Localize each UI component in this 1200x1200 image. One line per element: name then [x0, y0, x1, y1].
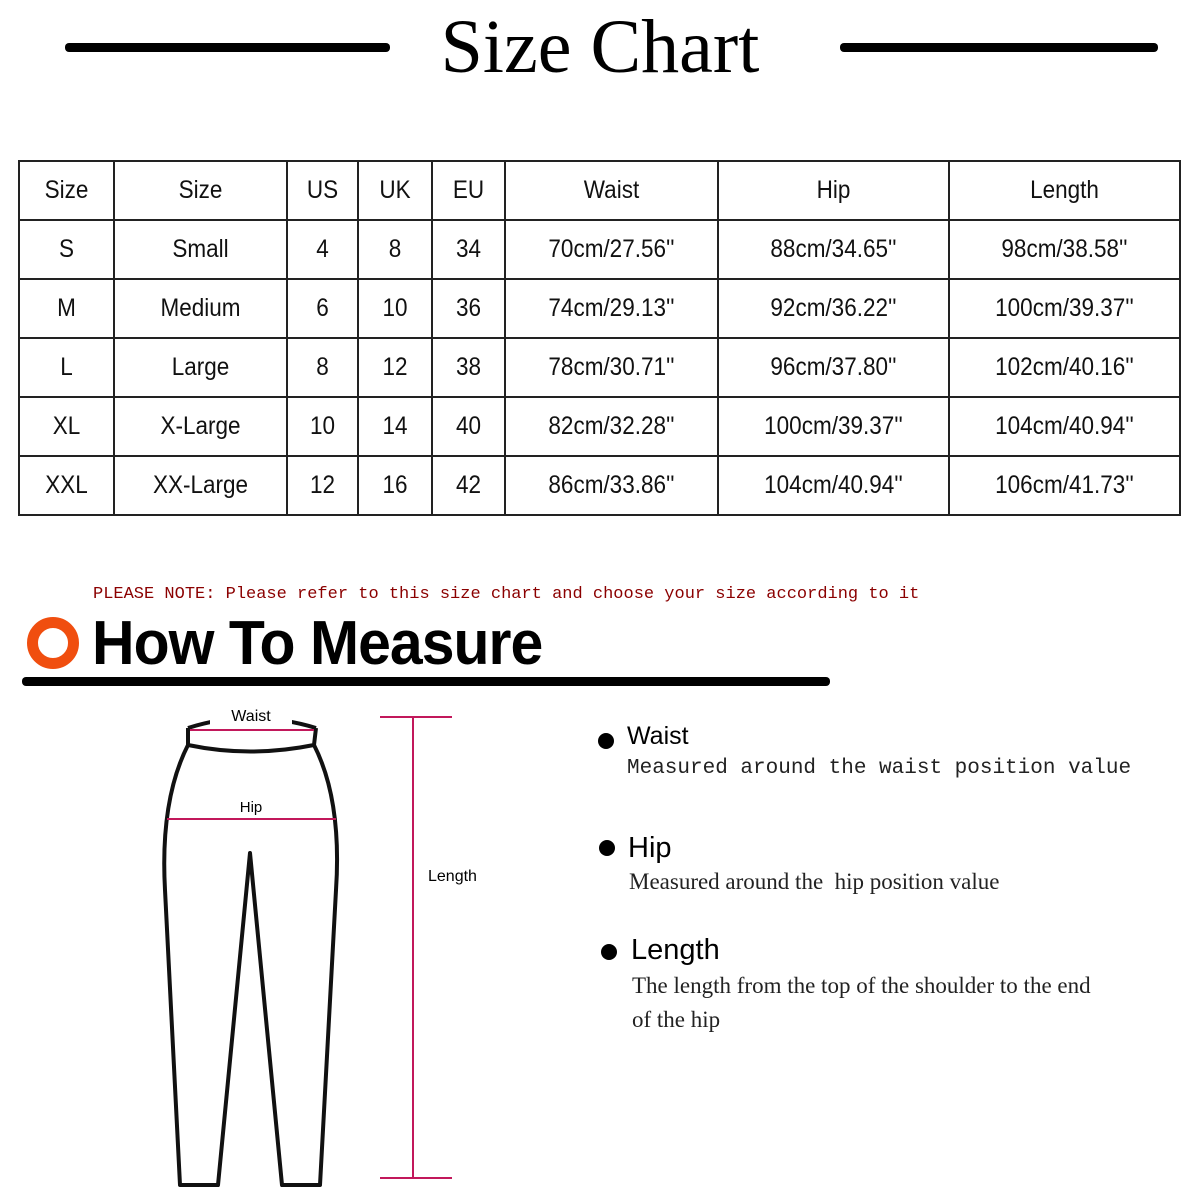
table-row: XL X-Large 10 14 40 82cm/32.28'' 100cm/39.37''…	[19, 396, 1180, 457]
table-cell: 106cm/41.73''	[959, 455, 1170, 516]
table-cell: 8	[360, 219, 430, 280]
table-cell: 10	[360, 278, 430, 339]
column-header: EU	[434, 160, 503, 221]
circle-bullet-icon	[27, 617, 79, 669]
table-cell: 74cm/29.13''	[514, 278, 709, 339]
column-header: Size	[121, 160, 280, 221]
table-cell: 98cm/38.58''	[959, 219, 1170, 280]
table-cell: X-Large	[121, 396, 280, 457]
table-cell: 40	[434, 396, 503, 457]
column-header: Size	[22, 160, 111, 221]
table-row: XXL XX-Large 12 16 42 86cm/33.86'' 104cm/40.94…	[19, 455, 1180, 516]
table-cell: 104cm/40.94''	[959, 396, 1170, 457]
size-table: Size Size US UK EU Waist Hip Length S Small 4 8 34 70…	[18, 160, 1181, 516]
bullet-icon	[599, 840, 615, 856]
table-row: L Large 8 12 38 78cm/30.71'' 96cm/37.80'' 102cm…	[19, 337, 1180, 398]
table-cell: 86cm/33.86''	[514, 455, 709, 516]
table-cell: 38	[434, 337, 503, 398]
bullet-icon	[601, 944, 617, 960]
page-title: Size Chart	[440, 5, 760, 89]
table-cell: 104cm/40.94''	[728, 455, 939, 516]
length-measure-line	[380, 716, 452, 1179]
bullet-icon	[598, 733, 614, 749]
length-label: Length	[428, 868, 477, 885]
table-row: S Small 4 8 34 70cm/27.56'' 88cm/34.65'' 98cm/3…	[19, 219, 1180, 280]
table-header-row: Size Size US UK EU Waist Hip Length	[19, 160, 1180, 221]
table-cell: Small	[121, 219, 280, 280]
bullet-length-title: Length	[631, 934, 720, 966]
table-cell: 100cm/39.37''	[959, 278, 1170, 339]
table-cell: 42	[434, 455, 503, 516]
table-cell: 6	[289, 278, 356, 339]
column-header: Waist	[514, 160, 709, 221]
title-rule-right	[840, 43, 1158, 52]
table-cell: 16	[360, 455, 430, 516]
column-header: US	[289, 160, 356, 221]
table-cell: 82cm/32.28''	[514, 396, 709, 457]
pants-outline	[162, 716, 340, 1187]
bullet-hip-desc: Measured around the hip position value	[629, 869, 1000, 894]
please-note: PLEASE NOTE: Please refer to this size c…	[93, 585, 920, 604]
waist-label: Waist	[231, 708, 271, 725]
table-cell: Medium	[121, 278, 280, 339]
table-cell: 96cm/37.80''	[728, 337, 939, 398]
table-cell: 12	[289, 455, 356, 516]
table-cell: XX-Large	[121, 455, 280, 516]
column-header: Hip	[728, 160, 939, 221]
table-cell: 78cm/30.71''	[514, 337, 709, 398]
table-cell: 102cm/40.16''	[959, 337, 1170, 398]
table-cell: Large	[121, 337, 280, 398]
table-cell: 70cm/27.56''	[514, 219, 709, 280]
how-to-measure-heading: How To Measure	[92, 609, 543, 678]
table-cell: XXL	[22, 455, 111, 516]
table-cell: 88cm/34.65''	[728, 219, 939, 280]
bullet-waist-desc: Measured around the waist position value	[627, 757, 1132, 780]
title-rule-left	[65, 43, 390, 52]
table-cell: M	[22, 278, 111, 339]
heading-rule	[22, 677, 830, 686]
table-row: M Medium 6 10 36 74cm/29.13'' 92cm/36.22'' 100c…	[19, 278, 1180, 339]
table-cell: 8	[289, 337, 356, 398]
table-cell: S	[22, 219, 111, 280]
table-cell: 34	[434, 219, 503, 280]
table-cell: L	[22, 337, 111, 398]
table-cell: 100cm/39.37''	[728, 396, 939, 457]
table-cell: 4	[289, 219, 356, 280]
table-cell: 36	[434, 278, 503, 339]
table-cell: 10	[289, 396, 356, 457]
table-cell: XL	[22, 396, 111, 457]
bullet-hip-title: Hip	[628, 832, 672, 864]
hip-label: Hip	[240, 799, 263, 816]
bullet-length-desc: The length from the top of the shoulder …	[632, 973, 1091, 1032]
table-cell: 92cm/36.22''	[728, 278, 939, 339]
table-cell: 14	[360, 396, 430, 457]
column-header: Length	[959, 160, 1170, 221]
table-cell: 12	[360, 337, 430, 398]
pants-diagram: Waist Hip Length	[162, 704, 477, 1187]
column-header: UK	[360, 160, 430, 221]
bullet-waist-title: Waist	[627, 722, 689, 750]
